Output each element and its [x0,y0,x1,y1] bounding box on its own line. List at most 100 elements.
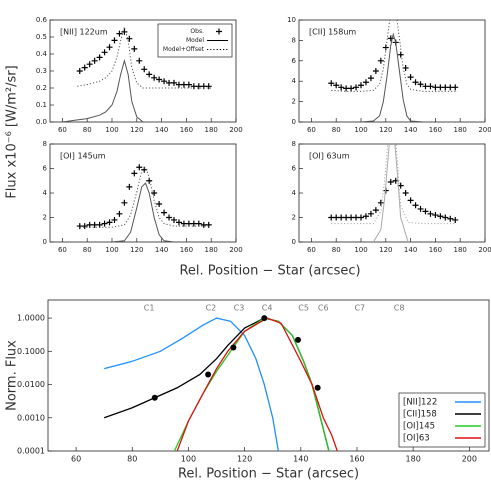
obs-marker [175,219,182,226]
data-point [261,315,268,322]
x-tick-label: 100 [354,126,367,134]
x-tick-label: 140 [404,246,417,254]
obs-marker [111,216,118,223]
obs-marker [397,51,404,58]
y-tick-label: 10 [287,16,296,24]
x-tick-label: 180 [454,126,467,134]
obs-marker [338,84,345,91]
series-line [111,182,175,242]
series-line [176,317,338,451]
y-tick-label: 0 [292,238,296,246]
x-tick-label: 160 [349,455,364,464]
y-tick-label: 0.1 [36,101,47,109]
position-label: C8 [394,304,405,313]
plot-frame [47,299,490,452]
y-tick-label: 0.1000 [17,347,45,356]
x-tick-label: 80 [83,246,92,254]
obs-marker [417,81,424,88]
y-tick-label: 1.0000 [17,314,45,323]
obs-marker [407,74,414,81]
obs-marker [367,75,374,82]
x-tick-label: 120 [237,455,252,464]
position-label: C1 [144,304,155,313]
plot-frame [298,19,486,123]
obs-marker [437,213,444,220]
obs-marker [367,210,374,217]
obs-marker [91,57,98,64]
x-tick-label: 160 [429,126,442,134]
x-tick-label: 100 [354,246,367,254]
data-point [151,394,158,401]
obs-marker [166,214,173,221]
obs-marker [131,45,138,52]
position-label: C2 [206,304,217,313]
obs-marker [372,68,379,74]
y-axis-label: Flux x10⁻⁶ [W/m²/sr] [5,65,20,198]
obs-marker [151,74,158,81]
obs-marker [432,212,439,219]
panel-title: [CII] 158um [309,28,356,37]
obs-marker [156,76,163,83]
obs-marker [76,68,83,74]
obs-marker [161,209,168,216]
obs-marker [387,178,394,185]
y-tick-label: 0 [43,238,47,246]
obs-marker [116,210,123,217]
plot-area [103,315,338,451]
x-axis-label: Rel. Position − Star (arcsec) [178,467,359,482]
y-tick-label: 4 [292,77,297,85]
obs-marker [422,208,429,215]
obs-marker [412,202,419,209]
x-tick-label: 100 [181,455,196,464]
obs-marker [111,37,118,44]
x-tick-label: 140 [155,246,168,254]
obs-marker [452,84,459,91]
obs-marker [348,85,355,92]
position-label: C5 [298,304,309,313]
series-line [331,20,458,92]
legend-label: Obs. [190,28,204,35]
x-tick-label: 120 [130,126,143,134]
y-tick-label: 0.0010 [17,413,45,422]
x-tick-label: 140 [155,126,168,134]
y-tick-label: 0.6 [36,16,48,24]
obs-marker [141,66,148,73]
x-tick-label: 100 [105,246,118,254]
y-tick-label: 0.0 [36,118,47,126]
y-tick-label: 8 [292,140,296,148]
obs-marker [205,221,212,228]
legend-swatch [216,28,222,35]
position-label: C6 [318,304,329,313]
y-tick-label: 2 [292,214,296,222]
data-point [230,344,237,351]
x-tick-label: 80 [332,246,341,254]
x-tick-label: 140 [404,126,417,134]
y-tick-label: 4 [43,189,48,197]
x-tick-label: 100 [105,126,118,134]
legend-label: [NII]122 [403,398,437,408]
legend-label: [CII]158 [403,410,437,420]
y-tick-label: 0.0001 [17,447,45,456]
plot-area [76,164,212,242]
x-tick-label: 60 [307,246,316,254]
obs-marker [447,215,454,222]
obs-marker [81,223,88,230]
x-tick-label: 200 [462,455,477,464]
obs-marker [131,170,138,177]
legend-label: [OI]63 [403,434,430,444]
y-tick-label: 8 [292,36,296,44]
x-tick-label: 80 [127,455,137,464]
series-line [77,24,212,89]
x-tick-label: 180 [205,126,218,134]
x-tick-label: 160 [180,246,193,254]
obs-marker [81,64,88,71]
obs-marker [353,84,360,91]
x-tick-label: 120 [130,246,143,254]
y-tick-label: 0.4 [36,50,48,58]
obs-marker [126,183,133,190]
obs-marker [171,79,177,86]
x-tick-label: 60 [71,455,81,464]
y-tick-label: 6 [43,165,48,173]
y-tick-label: 2 [43,214,47,222]
